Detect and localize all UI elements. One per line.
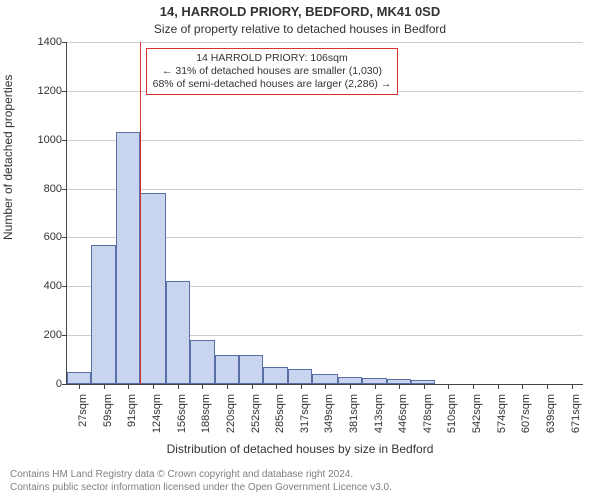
xtick-label: 156sqm	[176, 394, 188, 444]
xtick-label: 446sqm	[397, 394, 409, 444]
xtick-mark	[448, 384, 449, 389]
plot-area: 27sqm59sqm91sqm124sqm156sqm188sqm220sqm2…	[66, 42, 583, 385]
xtick-mark	[547, 384, 548, 389]
xtick-label: 510sqm	[446, 394, 458, 444]
ytick-mark	[62, 286, 67, 287]
y-axis-label: Number of detached properties	[1, 75, 15, 240]
annot-line: ← 31% of detached houses are smaller (1,…	[153, 65, 392, 78]
xtick-mark	[301, 384, 302, 389]
xtick-mark	[572, 384, 573, 389]
chart-container: { "title_line1": "14, HARROLD PRIORY, BE…	[0, 0, 600, 500]
ytick-label: 0	[56, 378, 62, 390]
annot-line: 68% of semi-detached houses are larger (…	[153, 78, 392, 91]
chart-title-line1: 14, HARROLD PRIORY, BEDFORD, MK41 0SD	[0, 4, 600, 19]
ytick-label: 1400	[38, 36, 62, 48]
xtick-label: 413sqm	[373, 394, 385, 444]
xtick-label: 542sqm	[471, 394, 483, 444]
histogram-bar	[91, 245, 115, 384]
xtick-label: 124sqm	[151, 394, 163, 444]
annotation-box: 14 HARROLD PRIORY: 106sqm← 31% of detach…	[146, 48, 399, 95]
annot-line: 14 HARROLD PRIORY: 106sqm	[153, 52, 392, 65]
histogram-bar	[239, 355, 263, 384]
xtick-label: 59sqm	[102, 394, 114, 444]
xtick-mark	[227, 384, 228, 389]
footer-attribution: Contains HM Land Registry data © Crown c…	[10, 468, 392, 494]
histogram-bar	[288, 369, 312, 384]
ytick-label: 800	[44, 183, 62, 195]
histogram-bar	[190, 340, 214, 384]
xtick-mark	[252, 384, 253, 389]
ytick-mark	[62, 335, 67, 336]
xtick-mark	[522, 384, 523, 389]
ytick-label: 600	[44, 231, 62, 243]
xtick-mark	[104, 384, 105, 389]
footer-line1: Contains HM Land Registry data © Crown c…	[10, 468, 392, 481]
xtick-label: 381sqm	[348, 394, 360, 444]
x-axis-label: Distribution of detached houses by size …	[0, 442, 600, 456]
xtick-label: 252sqm	[250, 394, 262, 444]
xtick-mark	[276, 384, 277, 389]
xtick-mark	[178, 384, 179, 389]
xtick-mark	[325, 384, 326, 389]
xtick-label: 478sqm	[422, 394, 434, 444]
xtick-label: 639sqm	[545, 394, 557, 444]
xtick-mark	[473, 384, 474, 389]
xtick-mark	[350, 384, 351, 389]
footer-line2: Contains public sector information licen…	[10, 481, 392, 494]
xtick-mark	[424, 384, 425, 389]
xtick-label: 574sqm	[496, 394, 508, 444]
xtick-label: 607sqm	[520, 394, 532, 444]
histogram-bar	[215, 355, 239, 384]
histogram-bar	[338, 377, 362, 384]
chart-title-line2: Size of property relative to detached ho…	[0, 22, 600, 36]
xtick-label: 671sqm	[570, 394, 582, 444]
histogram-bar	[263, 367, 287, 384]
xtick-label: 91sqm	[126, 394, 138, 444]
xtick-mark	[498, 384, 499, 389]
ytick-mark	[62, 42, 67, 43]
xtick-mark	[153, 384, 154, 389]
property-marker-line	[140, 42, 141, 384]
ytick-label: 1000	[38, 134, 62, 146]
gridline	[67, 140, 583, 141]
histogram-bar	[140, 193, 165, 384]
ytick-mark	[62, 140, 67, 141]
gridline	[67, 189, 583, 190]
xtick-label: 220sqm	[225, 394, 237, 444]
xtick-mark	[375, 384, 376, 389]
gridline	[67, 42, 583, 43]
ytick-mark	[62, 91, 67, 92]
xtick-mark	[79, 384, 80, 389]
histogram-bar	[116, 132, 140, 384]
xtick-label: 317sqm	[299, 394, 311, 444]
histogram-bar	[312, 374, 337, 384]
ytick-label: 400	[44, 280, 62, 292]
xtick-label: 27sqm	[77, 394, 89, 444]
ytick-label: 200	[44, 329, 62, 341]
xtick-label: 188sqm	[200, 394, 212, 444]
histogram-bar	[67, 372, 91, 384]
ytick-label: 1200	[38, 85, 62, 97]
xtick-label: 285sqm	[274, 394, 286, 444]
ytick-mark	[62, 237, 67, 238]
xtick-mark	[399, 384, 400, 389]
ytick-mark	[62, 189, 67, 190]
xtick-label: 349sqm	[323, 394, 335, 444]
histogram-bar	[166, 281, 190, 384]
xtick-mark	[128, 384, 129, 389]
ytick-mark	[62, 384, 67, 385]
xtick-mark	[202, 384, 203, 389]
